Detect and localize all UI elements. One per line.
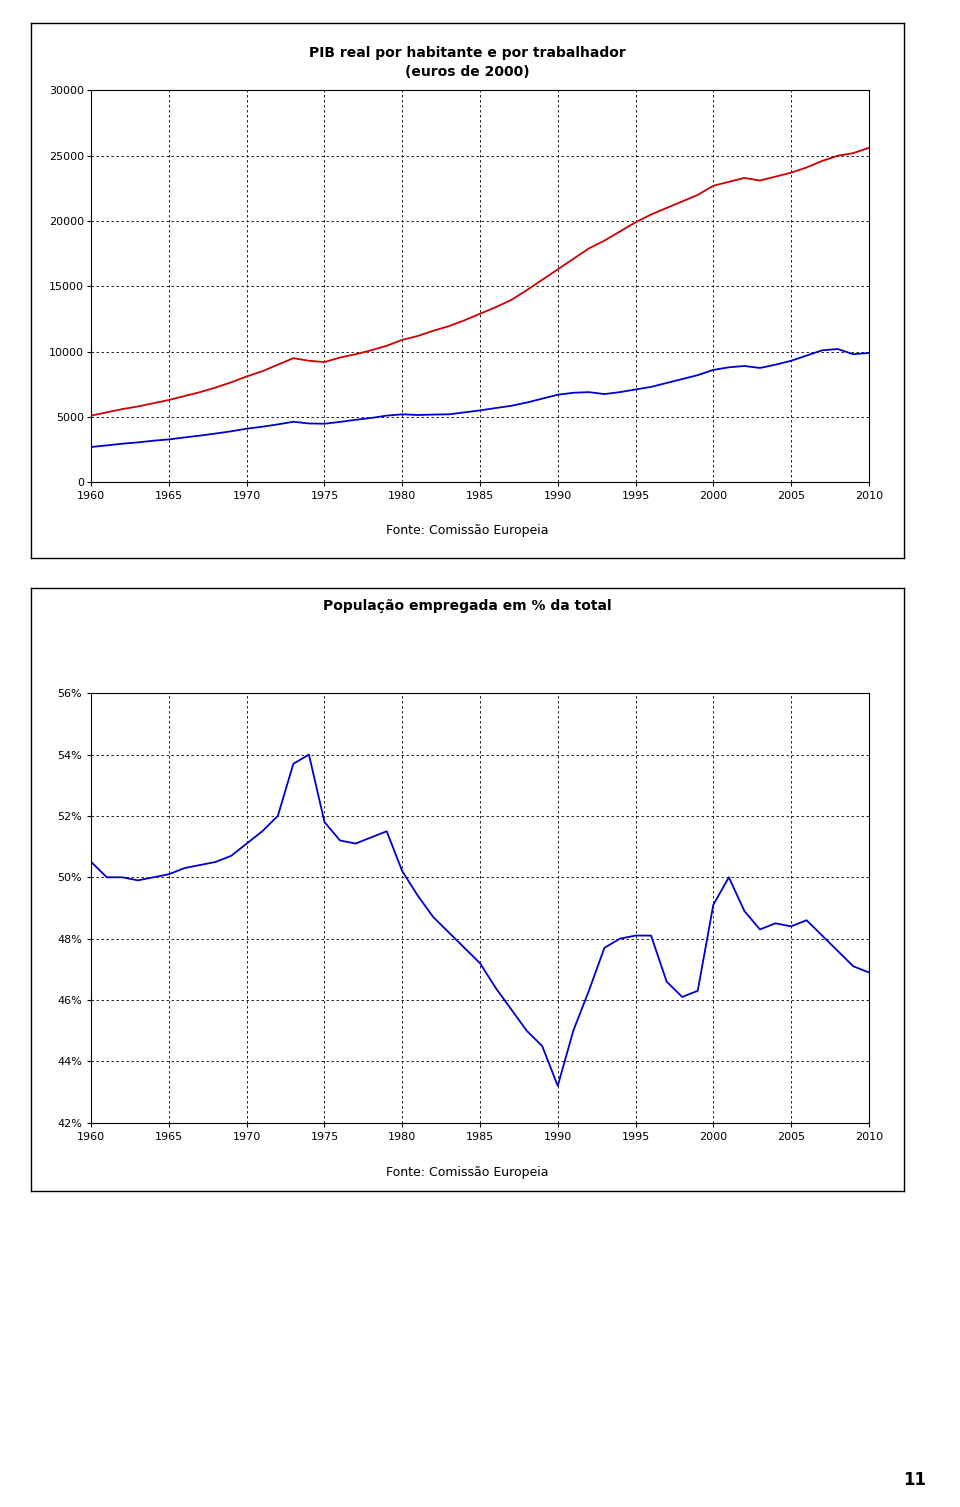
Text: PIB real por habitante e por trabalhador: PIB real por habitante e por trabalhador [309,45,626,60]
Text: Fonte: Comissão Europeia: Fonte: Comissão Europeia [386,524,549,536]
Text: População empregada em % da total: População empregada em % da total [324,598,612,613]
Text: (euros de 2000): (euros de 2000) [405,65,530,80]
Text: 11: 11 [903,1471,926,1489]
Legend: PIB por habitante, PIB por trabalhador: PIB por habitante, PIB por trabalhador [334,607,626,625]
Text: Fonte: Comissão Europeia: Fonte: Comissão Europeia [386,1166,549,1178]
